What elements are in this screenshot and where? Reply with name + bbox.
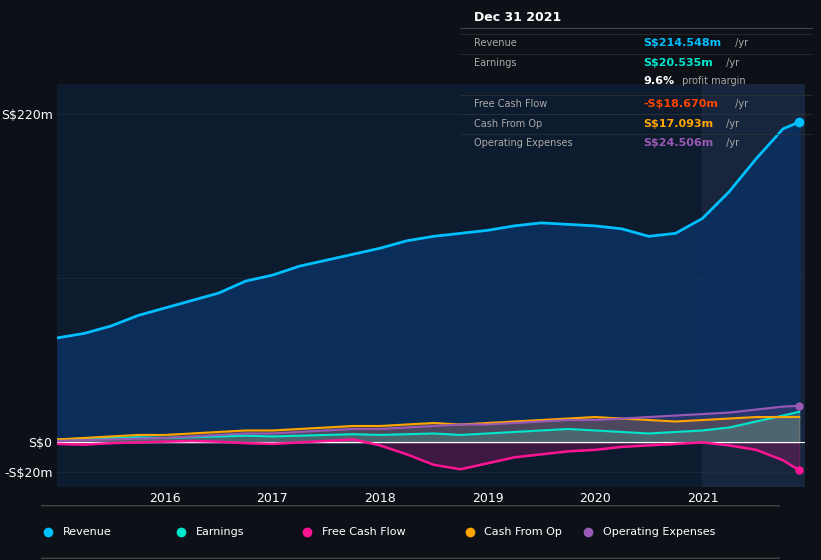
Text: Revenue: Revenue xyxy=(474,39,516,48)
Text: Earnings: Earnings xyxy=(474,58,516,68)
Text: /yr: /yr xyxy=(722,58,739,68)
Text: Cash From Op: Cash From Op xyxy=(474,119,542,129)
Text: profit margin: profit margin xyxy=(679,76,745,86)
Text: Revenue: Revenue xyxy=(63,527,112,537)
Text: Earnings: Earnings xyxy=(196,527,245,537)
Text: Free Cash Flow: Free Cash Flow xyxy=(474,99,547,109)
Text: /yr: /yr xyxy=(732,39,748,48)
Text: S$24.506m: S$24.506m xyxy=(644,138,713,148)
Text: Cash From Op: Cash From Op xyxy=(484,527,562,537)
Text: Dec 31 2021: Dec 31 2021 xyxy=(474,11,561,24)
Text: Free Cash Flow: Free Cash Flow xyxy=(322,527,406,537)
Bar xyxy=(703,84,810,487)
Text: /yr: /yr xyxy=(722,119,739,129)
Text: S$214.548m: S$214.548m xyxy=(644,39,722,48)
Text: -S$18.670m: -S$18.670m xyxy=(644,99,718,109)
Text: S$17.093m: S$17.093m xyxy=(644,119,713,129)
Text: 9.6%: 9.6% xyxy=(644,76,675,86)
Text: /yr: /yr xyxy=(732,99,748,109)
Text: /yr: /yr xyxy=(722,138,739,148)
Text: Operating Expenses: Operating Expenses xyxy=(603,527,715,537)
Text: Operating Expenses: Operating Expenses xyxy=(474,138,572,148)
Text: S$20.535m: S$20.535m xyxy=(644,58,713,68)
